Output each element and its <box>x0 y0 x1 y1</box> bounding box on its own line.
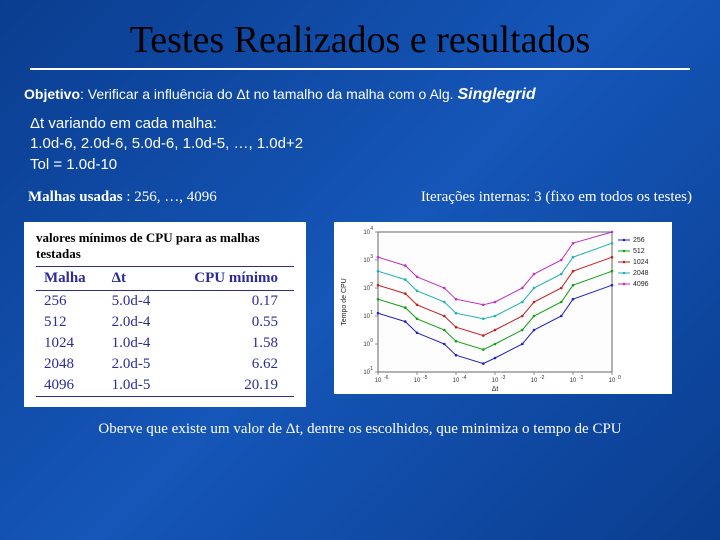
svg-text:10: 10 <box>609 378 616 384</box>
svg-text:1024: 1024 <box>633 259 649 266</box>
table-cell: 6.62 <box>168 354 294 375</box>
table-caption: valores mínimos de CPU para as malhas te… <box>36 230 294 262</box>
svg-text:10: 10 <box>453 378 460 384</box>
cpu-table-block: valores mínimos de CPU para as malhas te… <box>24 222 306 407</box>
malhas-text: : 256, …, 4096 <box>123 189 217 205</box>
svg-text:-2: -2 <box>540 375 545 381</box>
svg-text:-1: -1 <box>369 366 374 372</box>
page-title: Testes Realizados e resultados <box>0 0 720 68</box>
svg-text:10: 10 <box>570 378 577 384</box>
svg-text:Tempo de CPU: Tempo de CPU <box>341 278 348 325</box>
objetivo-line: Objetivo: Verificar a influência do Δt n… <box>0 86 720 112</box>
table-row: 20482.0d-56.62 <box>36 354 294 375</box>
svg-text:2048: 2048 <box>633 270 649 277</box>
info-row: Malhas usadas : 256, …, 4096 Iterações i… <box>0 185 720 216</box>
svg-text:-4: -4 <box>462 375 467 381</box>
svg-text:4096: 4096 <box>633 281 649 288</box>
table-cell: 2048 <box>36 354 104 375</box>
cpu-table: MalhaΔtCPU mínimo 2565.0d-40.175122.0d-4… <box>36 266 294 397</box>
svg-text:512: 512 <box>633 248 645 255</box>
table-row: 5122.0d-40.55 <box>36 312 294 333</box>
table-cell: 2.0d-4 <box>104 312 168 333</box>
malhas-label: Malhas usadas <box>28 189 123 205</box>
dt-line3: Tol = 1.0d-10 <box>30 155 690 175</box>
table-row: 40961.0d-520.19 <box>36 375 294 397</box>
objetivo-label: Objetivo <box>24 86 80 102</box>
table-header: CPU mínimo <box>168 266 294 290</box>
table-cell: 5.0d-4 <box>104 290 168 312</box>
table-row: 2565.0d-40.17 <box>36 290 294 312</box>
svg-text:-6: -6 <box>384 375 389 381</box>
table-cell: 0.55 <box>168 312 294 333</box>
svg-text:10: 10 <box>531 378 538 384</box>
svg-text:10: 10 <box>492 378 499 384</box>
svg-text:-3: -3 <box>501 375 506 381</box>
table-cell: 0.17 <box>168 290 294 312</box>
dt-section: Δt variando em cada malha: 1.0d-6, 2.0d-… <box>0 112 720 185</box>
table-cell: 512 <box>36 312 104 333</box>
svg-text:10: 10 <box>414 378 421 384</box>
content-row: valores mínimos de CPU para as malhas te… <box>0 216 720 407</box>
svg-text:1: 1 <box>370 310 373 316</box>
objetivo-alg: Singlegrid <box>457 86 535 103</box>
table-cell: 2.0d-5 <box>104 354 168 375</box>
title-divider <box>30 68 690 70</box>
table-cell: 1.58 <box>168 333 294 354</box>
cpu-chart: 10-610-510-410-310-210-110010-1100101102… <box>334 222 672 394</box>
table-row: 10241.0d-41.58 <box>36 333 294 354</box>
svg-text:256: 256 <box>633 237 645 244</box>
table-cell: 1.0d-5 <box>104 375 168 397</box>
svg-text:3: 3 <box>370 254 373 260</box>
svg-text:-5: -5 <box>423 375 428 381</box>
table-header: Δt <box>104 266 168 290</box>
iter-text: 3 (fixo em todos os testes) <box>530 189 692 205</box>
dt-line1: Δt variando em cada malha: <box>30 114 690 134</box>
table-cell: 1.0d-4 <box>104 333 168 354</box>
table-cell: 20.19 <box>168 375 294 397</box>
dt-line2: 1.0d-6, 2.0d-6, 5.0d-6, 1.0d-5, …, 1.0d+… <box>30 134 690 154</box>
table-cell: 1024 <box>36 333 104 354</box>
table-cell: 4096 <box>36 375 104 397</box>
table-cell: 256 <box>36 290 104 312</box>
svg-text:0: 0 <box>618 375 621 381</box>
svg-text:4: 4 <box>370 226 373 232</box>
iter-label: Iterações internas: <box>421 189 531 205</box>
svg-text:Δt: Δt <box>492 386 499 393</box>
svg-text:0: 0 <box>370 338 373 344</box>
svg-text:10: 10 <box>375 378 382 384</box>
table-header: Malha <box>36 266 104 290</box>
footer-note: Oberve que existe um valor de Δt, dentre… <box>0 407 720 438</box>
objetivo-text: : Verificar a influência do Δt no tamalh… <box>80 86 457 102</box>
svg-text:-1: -1 <box>579 375 584 381</box>
svg-text:2: 2 <box>370 282 373 288</box>
